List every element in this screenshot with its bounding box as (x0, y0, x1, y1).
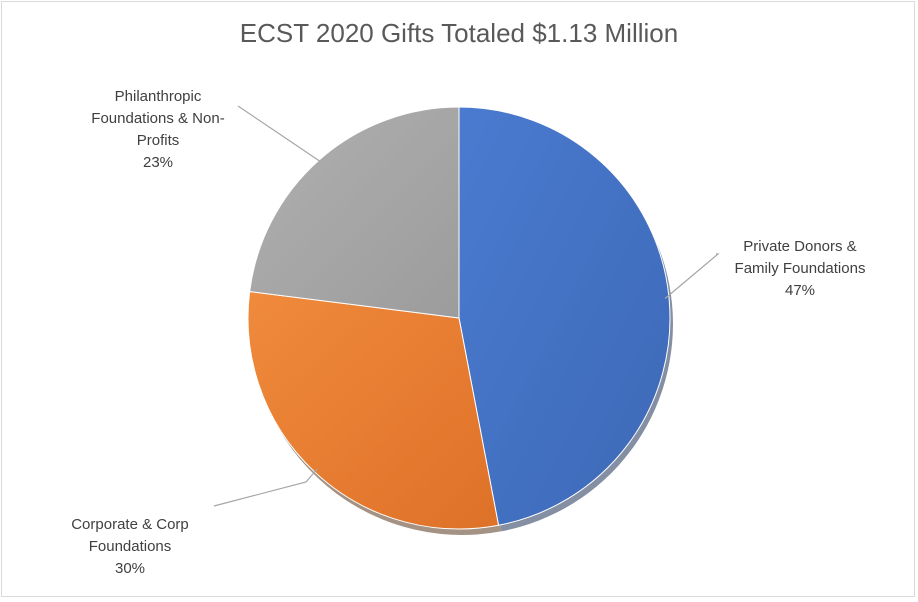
leader-line-private-donors (664, 253, 720, 299)
data-label-private-donors-text: Private Donors & Family Foundations (734, 238, 866, 277)
pie-slice-corporate (247, 290, 500, 530)
data-label-philanthropic-text: Philanthropic Foundations & Non- Profits (91, 88, 225, 149)
data-label-private-donors: Private Donors & Family Foundations 47% (700, 214, 900, 324)
pie-slice-private-donors (458, 106, 671, 526)
data-label-corporate: Corporate & Corp Foundations 30% (40, 492, 220, 602)
data-label-philanthropic: Philanthropic Foundations & Non- Profits… (58, 64, 258, 196)
data-label-corporate-value: 30% (114, 560, 146, 577)
leader-line-corporate (213, 468, 318, 507)
data-label-private-donors-value: 47% (784, 282, 816, 299)
data-label-corporate-text: Corporate & Corp Foundations (71, 516, 189, 555)
data-label-philanthropic-value: 23% (142, 154, 174, 171)
pie-slice-philanthropic (249, 106, 460, 319)
chart-title: ECST 2020 Gifts Totaled $1.13 Million (239, 18, 679, 48)
leader-line-philanthropic (237, 105, 323, 164)
